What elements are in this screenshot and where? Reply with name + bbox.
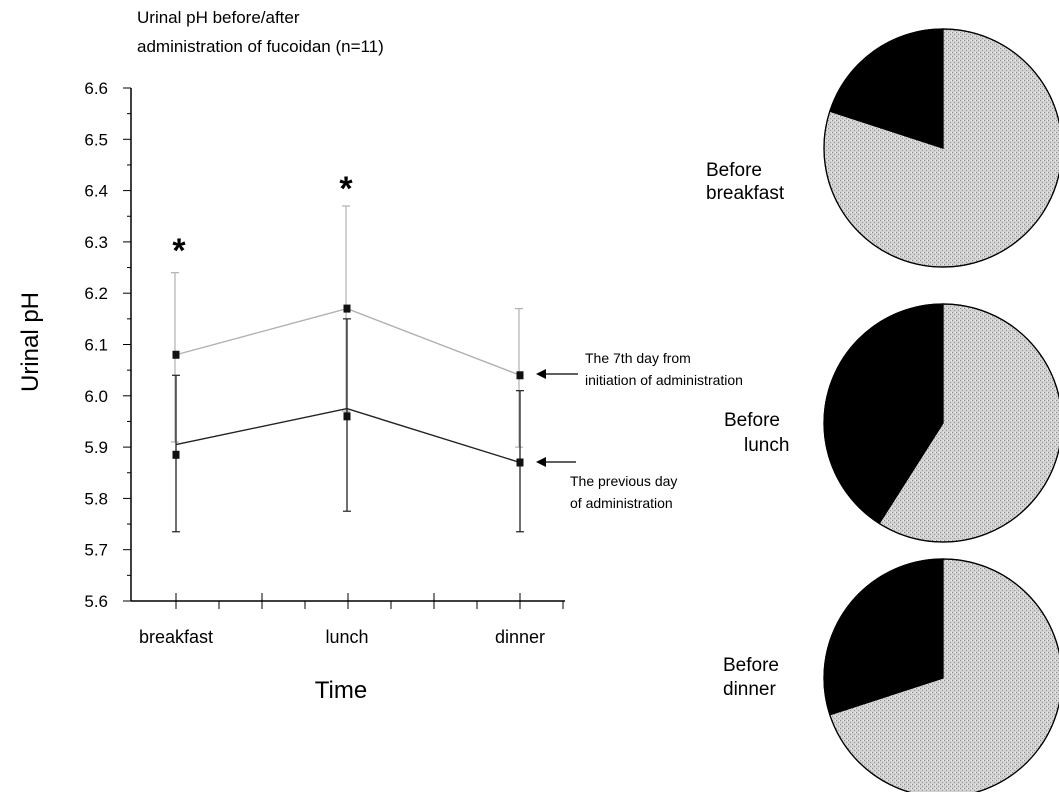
data-point [172, 450, 180, 459]
pie-label-lunch-line-2: lunch [744, 435, 789, 456]
y-tick-group: 5.6 5.7 5.8 5.9 6.0 6.1 6.2 6.3 6.4 6.5 6.6 [84, 79, 131, 611]
pie-layer [823, 28, 1059, 792]
annotation-previous-day-line-2: of administration [570, 495, 673, 511]
series-line [175, 407, 521, 464]
annotation-previous-day-line-1: The previous day [570, 473, 677, 489]
y-tick-label: 6.3 [84, 233, 108, 252]
plot-layer [171, 205, 524, 533]
data-point [516, 458, 524, 467]
y-tick-label: 5.8 [84, 489, 108, 508]
y-tick-label: 6.6 [84, 79, 108, 98]
y-tick-label: 6.0 [84, 387, 108, 406]
x-category-dinner: dinner [495, 627, 545, 647]
y-tick-label: 5.7 [84, 541, 108, 560]
data-point [516, 371, 524, 380]
significance-marker-breakfast: * [172, 232, 186, 270]
series-1 [171, 205, 524, 448]
chart-title-line-1: Urinal pH before/after [137, 8, 300, 27]
arrow-icon [536, 457, 576, 467]
y-tick-label: 6.5 [84, 130, 108, 149]
pie-chart-1 [823, 28, 1059, 268]
y-tick-label: 6.4 [84, 182, 108, 201]
y-tick-label: 5.9 [84, 438, 108, 457]
data-point [343, 304, 351, 313]
annotation-7th-day-line-2: initiation of administration [585, 372, 743, 388]
significance-marker-lunch: * [339, 170, 353, 208]
x-category-lunch: lunch [325, 627, 368, 647]
chart-title-line-2: administration of fucoidan (n=11) [137, 37, 384, 56]
pie-outline [823, 28, 1059, 268]
data-point [343, 412, 351, 421]
arrow-icon [536, 369, 578, 379]
data-point [172, 350, 180, 359]
pie-label-breakfast-line-1: Before [706, 160, 762, 181]
y-tick-label: 6.2 [84, 284, 108, 303]
pie-label-breakfast-line-2: breakfast [706, 183, 785, 204]
pie-label-dinner-line-1: Before [723, 655, 779, 676]
annotation-7th-day-line-1: The 7th day from [585, 350, 691, 366]
x-category-breakfast: breakfast [139, 627, 213, 647]
y-axis-label: Urinal pH [17, 292, 44, 392]
pie-outline [823, 558, 1059, 792]
y-tick-label: 6.1 [84, 336, 108, 355]
pie-label-lunch-line-1: Before [724, 410, 780, 431]
pie-label-dinner-line-2: dinner [723, 679, 776, 700]
pie-chart-3 [823, 558, 1059, 792]
x-tick-group [175, 593, 564, 609]
y-tick-label: 5.6 [84, 592, 108, 611]
pie-outline [823, 303, 1059, 543]
x-axis-label: Time [315, 677, 367, 704]
pie-chart-2 [823, 303, 1059, 543]
series-2 [172, 318, 524, 533]
